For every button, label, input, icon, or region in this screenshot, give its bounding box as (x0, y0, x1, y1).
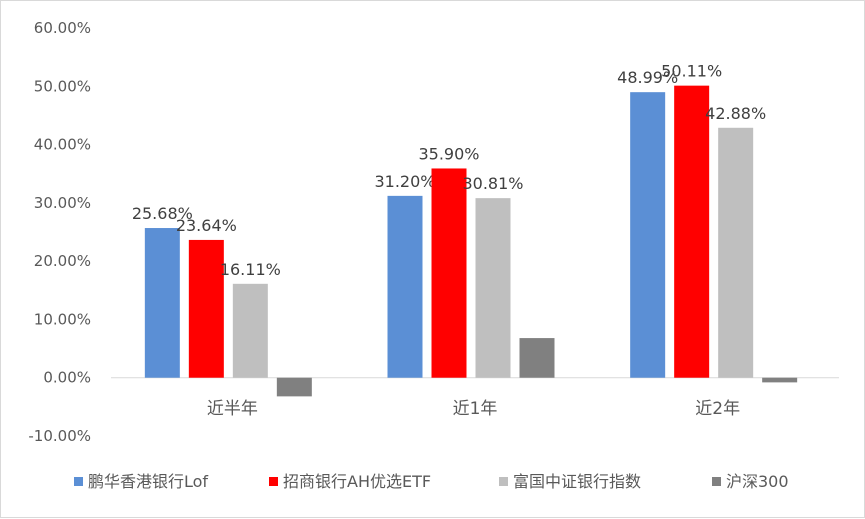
legend-swatch (269, 477, 278, 486)
legend-swatch (712, 477, 721, 486)
legend-swatch (74, 477, 83, 486)
bar-4 (762, 377, 798, 383)
bar-3 (718, 127, 754, 378)
bar-4 (276, 377, 312, 397)
legend-label: 富国中证银行指数 (513, 472, 641, 491)
data-label: 30.81% (462, 174, 523, 193)
bar-4 (519, 338, 555, 378)
y-tick-label: 30.00% (34, 194, 91, 212)
y-tick-label: 50.00% (34, 77, 91, 95)
category-label: 近1年 (453, 399, 498, 419)
bar-3 (475, 198, 511, 378)
y-tick-label: 20.00% (34, 252, 91, 270)
data-label: 42.88% (705, 104, 766, 123)
data-label: 50.11% (661, 62, 722, 81)
y-tick-label: 40.00% (34, 136, 91, 154)
legend-label: 沪深300 (726, 472, 789, 491)
bar-3 (232, 283, 268, 378)
data-label: 23.64% (176, 216, 237, 235)
data-label: 16.11% (220, 260, 281, 279)
y-tick-label: 10.00% (34, 310, 91, 328)
category-label: 近半年 (207, 399, 258, 419)
bar-2 (431, 168, 467, 378)
data-label: 35.90% (418, 144, 479, 163)
legend-swatch (499, 477, 508, 486)
data-label: 31.20% (374, 172, 435, 191)
data-label: 25.68% (132, 204, 193, 223)
bar-1 (630, 92, 666, 378)
data-label: 48.99% (617, 68, 678, 87)
bar-2 (674, 85, 710, 378)
bar-2 (188, 239, 224, 378)
legend-label: 招商银行AH优选ETF (283, 472, 431, 491)
y-tick-label: -10.00% (28, 427, 91, 445)
bar-1 (387, 195, 423, 378)
y-tick-label: 0.00% (43, 369, 91, 387)
y-tick-label: 60.00% (34, 19, 91, 37)
legend-label: 鹏华香港银行Lof (88, 472, 208, 491)
category-label: 近2年 (695, 399, 740, 419)
bar-1 (144, 228, 180, 378)
